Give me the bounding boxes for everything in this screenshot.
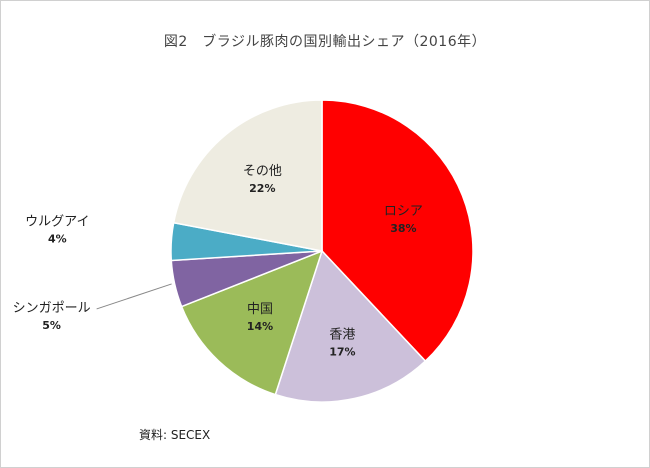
slice-value-5: 22% — [249, 182, 275, 195]
slice-value-1: 17% — [329, 345, 355, 358]
slice-labels: ロシア 38% 香港 17% 中国 14% シンガポール 5% ウルグアイ 4% その他 22% — [13, 164, 423, 359]
leader-line-3 — [96, 283, 172, 310]
pie-slices — [170, 99, 474, 403]
chart-title: 図2 ブラジル豚肉の国別輸出シェア（2016年） — [163, 34, 487, 50]
slice-value-0: 38% — [390, 222, 416, 235]
slice-label-2: 中国 — [247, 302, 273, 317]
slice-value-2: 14% — [247, 320, 273, 333]
slice-value-3: 5% — [42, 319, 61, 332]
slice-label-4: ウルグアイ — [25, 215, 89, 230]
slice-label-0: ロシア — [384, 204, 423, 219]
slice-label-3: シンガポール — [13, 301, 91, 316]
pie-slice-1 — [274, 249, 427, 403]
source-note: 資料: SECEX — [139, 428, 211, 442]
pie-slice-5 — [172, 99, 323, 252]
leader-lines — [96, 283, 172, 310]
slice-label-1: 香港 — [329, 327, 355, 342]
slice-value-4: 4% — [48, 233, 67, 246]
pie-slice-0 — [321, 99, 474, 363]
slice-label-5: その他 — [243, 164, 282, 179]
pie-slice-2 — [180, 249, 324, 396]
